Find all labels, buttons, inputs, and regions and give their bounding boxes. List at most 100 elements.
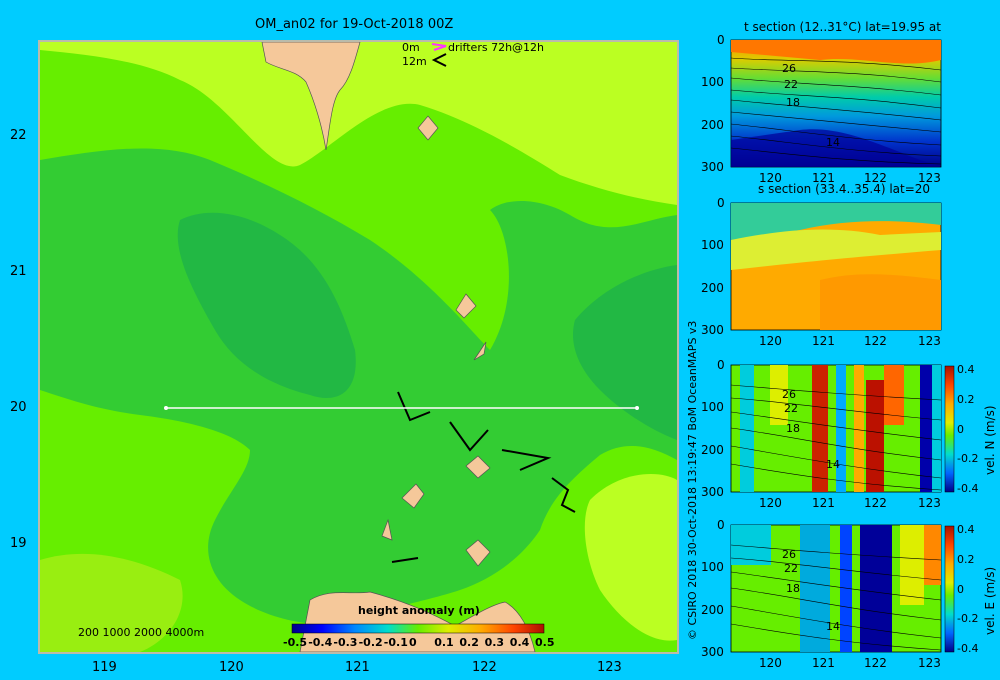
map-y-tick: 21	[10, 264, 27, 279]
land-island-5	[401, 483, 425, 509]
section-y-tick: 300	[701, 485, 724, 499]
map-x-tick: 122	[472, 660, 497, 675]
vel-e-colorbar	[944, 525, 955, 653]
main-map-title: OM_an02 for 19-Oct-2018 00Z	[255, 17, 454, 32]
contour-label: 22	[784, 562, 798, 575]
drifter-tracks	[391, 391, 576, 563]
vel-n-section	[730, 364, 942, 493]
section-x-tick: 121	[812, 334, 835, 348]
map-y-tick: 19	[10, 536, 27, 551]
section-x-tick: 122	[864, 656, 887, 670]
colorbar-tick: 0.2	[957, 552, 975, 566]
section-y-tick: 300	[701, 645, 724, 659]
section-y-tick: 0	[717, 33, 725, 47]
land-island-6	[465, 539, 491, 567]
colorbar-tick-label: 0	[409, 636, 417, 649]
ssh-high-south	[584, 474, 677, 641]
colorbar-tick: 0	[957, 582, 964, 596]
section-x-tick: 121	[812, 656, 835, 670]
ssh-colorbar	[291, 623, 545, 634]
ssh-low-inner	[177, 212, 356, 398]
contour-label: 22	[784, 402, 798, 415]
drifter-legend-12m: 12m	[402, 55, 427, 68]
colorbar-tick-label: 0.1	[434, 636, 454, 649]
contour-label: 18	[786, 96, 800, 109]
contour-label: 22	[784, 78, 798, 91]
depth-legend: 200 1000 2000 4000m	[78, 626, 205, 639]
land-island-4	[465, 455, 491, 479]
vel-n-colorbar-label: vel. N (m/s)	[983, 405, 997, 475]
ssh-high-north	[40, 42, 677, 205]
vel-e-colorbar-label: vel. E (m/s)	[983, 566, 997, 635]
section-x-tick: 123	[918, 656, 941, 670]
section-y-tick: 100	[701, 560, 724, 575]
contour-label: 26	[782, 548, 796, 561]
section-y-tick: 0	[717, 196, 725, 210]
drifter-legend-12m-icon	[431, 53, 447, 67]
map-x-tick: 120	[219, 660, 244, 675]
section-y-tick: 200	[701, 117, 724, 132]
map-y-tick: 22	[10, 128, 27, 143]
map-x-tick: 123	[597, 660, 622, 675]
section-y-tick: 200	[701, 442, 724, 457]
colorbar-tick: 0.4	[957, 363, 975, 376]
contour-label: 26	[782, 388, 796, 401]
section-x-tick: 122	[864, 171, 887, 185]
map-y-tick: 20	[10, 400, 27, 415]
colorbar-title: height anomaly (m)	[358, 604, 480, 617]
land-island-2	[455, 293, 477, 319]
land-taiwan-south	[261, 42, 361, 151]
colorbar-tick: -0.2	[957, 612, 979, 626]
colorbar-tick-label: -0.5	[283, 636, 308, 649]
section-y-tick: 200	[701, 602, 724, 617]
section-y-tick: 100	[701, 238, 724, 253]
section-x-tick: 123	[918, 334, 941, 348]
drifter-legend-label: drifters 72h@12h	[448, 41, 545, 54]
contour-label: 14	[826, 458, 840, 471]
colorbar-tick: -0.2	[957, 452, 979, 466]
section-x-tick: 121	[812, 171, 835, 185]
contour-label: 14	[826, 136, 840, 149]
vel-e-section	[730, 524, 942, 653]
section-y-tick: 200	[701, 280, 724, 295]
s-section-title: s section (33.4..35.4) lat=20	[758, 182, 931, 196]
ssh-high-sw	[40, 553, 183, 652]
t-section	[730, 39, 942, 168]
s-section	[730, 202, 942, 331]
section-x-tick: 122	[864, 496, 887, 510]
contour-label: 18	[786, 422, 800, 435]
section-y-tick: 0	[717, 358, 725, 372]
contour-label: 14	[826, 620, 840, 633]
colorbar-tick-label: -0.1	[383, 636, 408, 649]
section-x-tick: 120	[759, 496, 782, 510]
colorbar-tick: -0.4	[957, 482, 979, 495]
land-island-7	[381, 518, 393, 541]
colorbar-tick-label: -0.2	[358, 636, 383, 649]
drifter-legend-0m: 0m	[402, 41, 420, 54]
vel-n-colorbar	[944, 365, 955, 493]
land-island-1	[417, 115, 439, 141]
section-x-tick: 120	[759, 171, 782, 185]
section-y-tick: 0	[717, 518, 725, 532]
section-x-tick: 122	[864, 334, 887, 348]
drifter-legend-0m-icon	[431, 43, 447, 51]
colorbar-tick: 0.2	[957, 392, 975, 406]
colorbar-tick-label: 0.4	[509, 636, 530, 649]
land-island-3	[473, 341, 487, 361]
colorbar-tick: -0.4	[957, 642, 979, 655]
credit-text: © CSIRO 2018 30-Oct-2018 13:19:47 BoM Oc…	[686, 320, 699, 640]
colorbar-tick: 0.4	[957, 523, 975, 536]
section-x-tick: 120	[759, 656, 782, 670]
colorbar-tick-label: 0.5	[535, 636, 555, 649]
map-x-tick: 119	[92, 660, 117, 675]
section-y-tick: 300	[701, 160, 724, 174]
contour-label: 26	[782, 62, 796, 75]
t-section-title: t section (12..31°C) lat=19.95 at	[744, 20, 941, 34]
map-x-tick: 121	[345, 660, 370, 675]
section-x-tick: 123	[918, 496, 941, 510]
colorbar-tick: 0	[957, 422, 964, 436]
section-x-tick: 121	[812, 496, 835, 510]
ssh-low-east	[572, 265, 677, 440]
